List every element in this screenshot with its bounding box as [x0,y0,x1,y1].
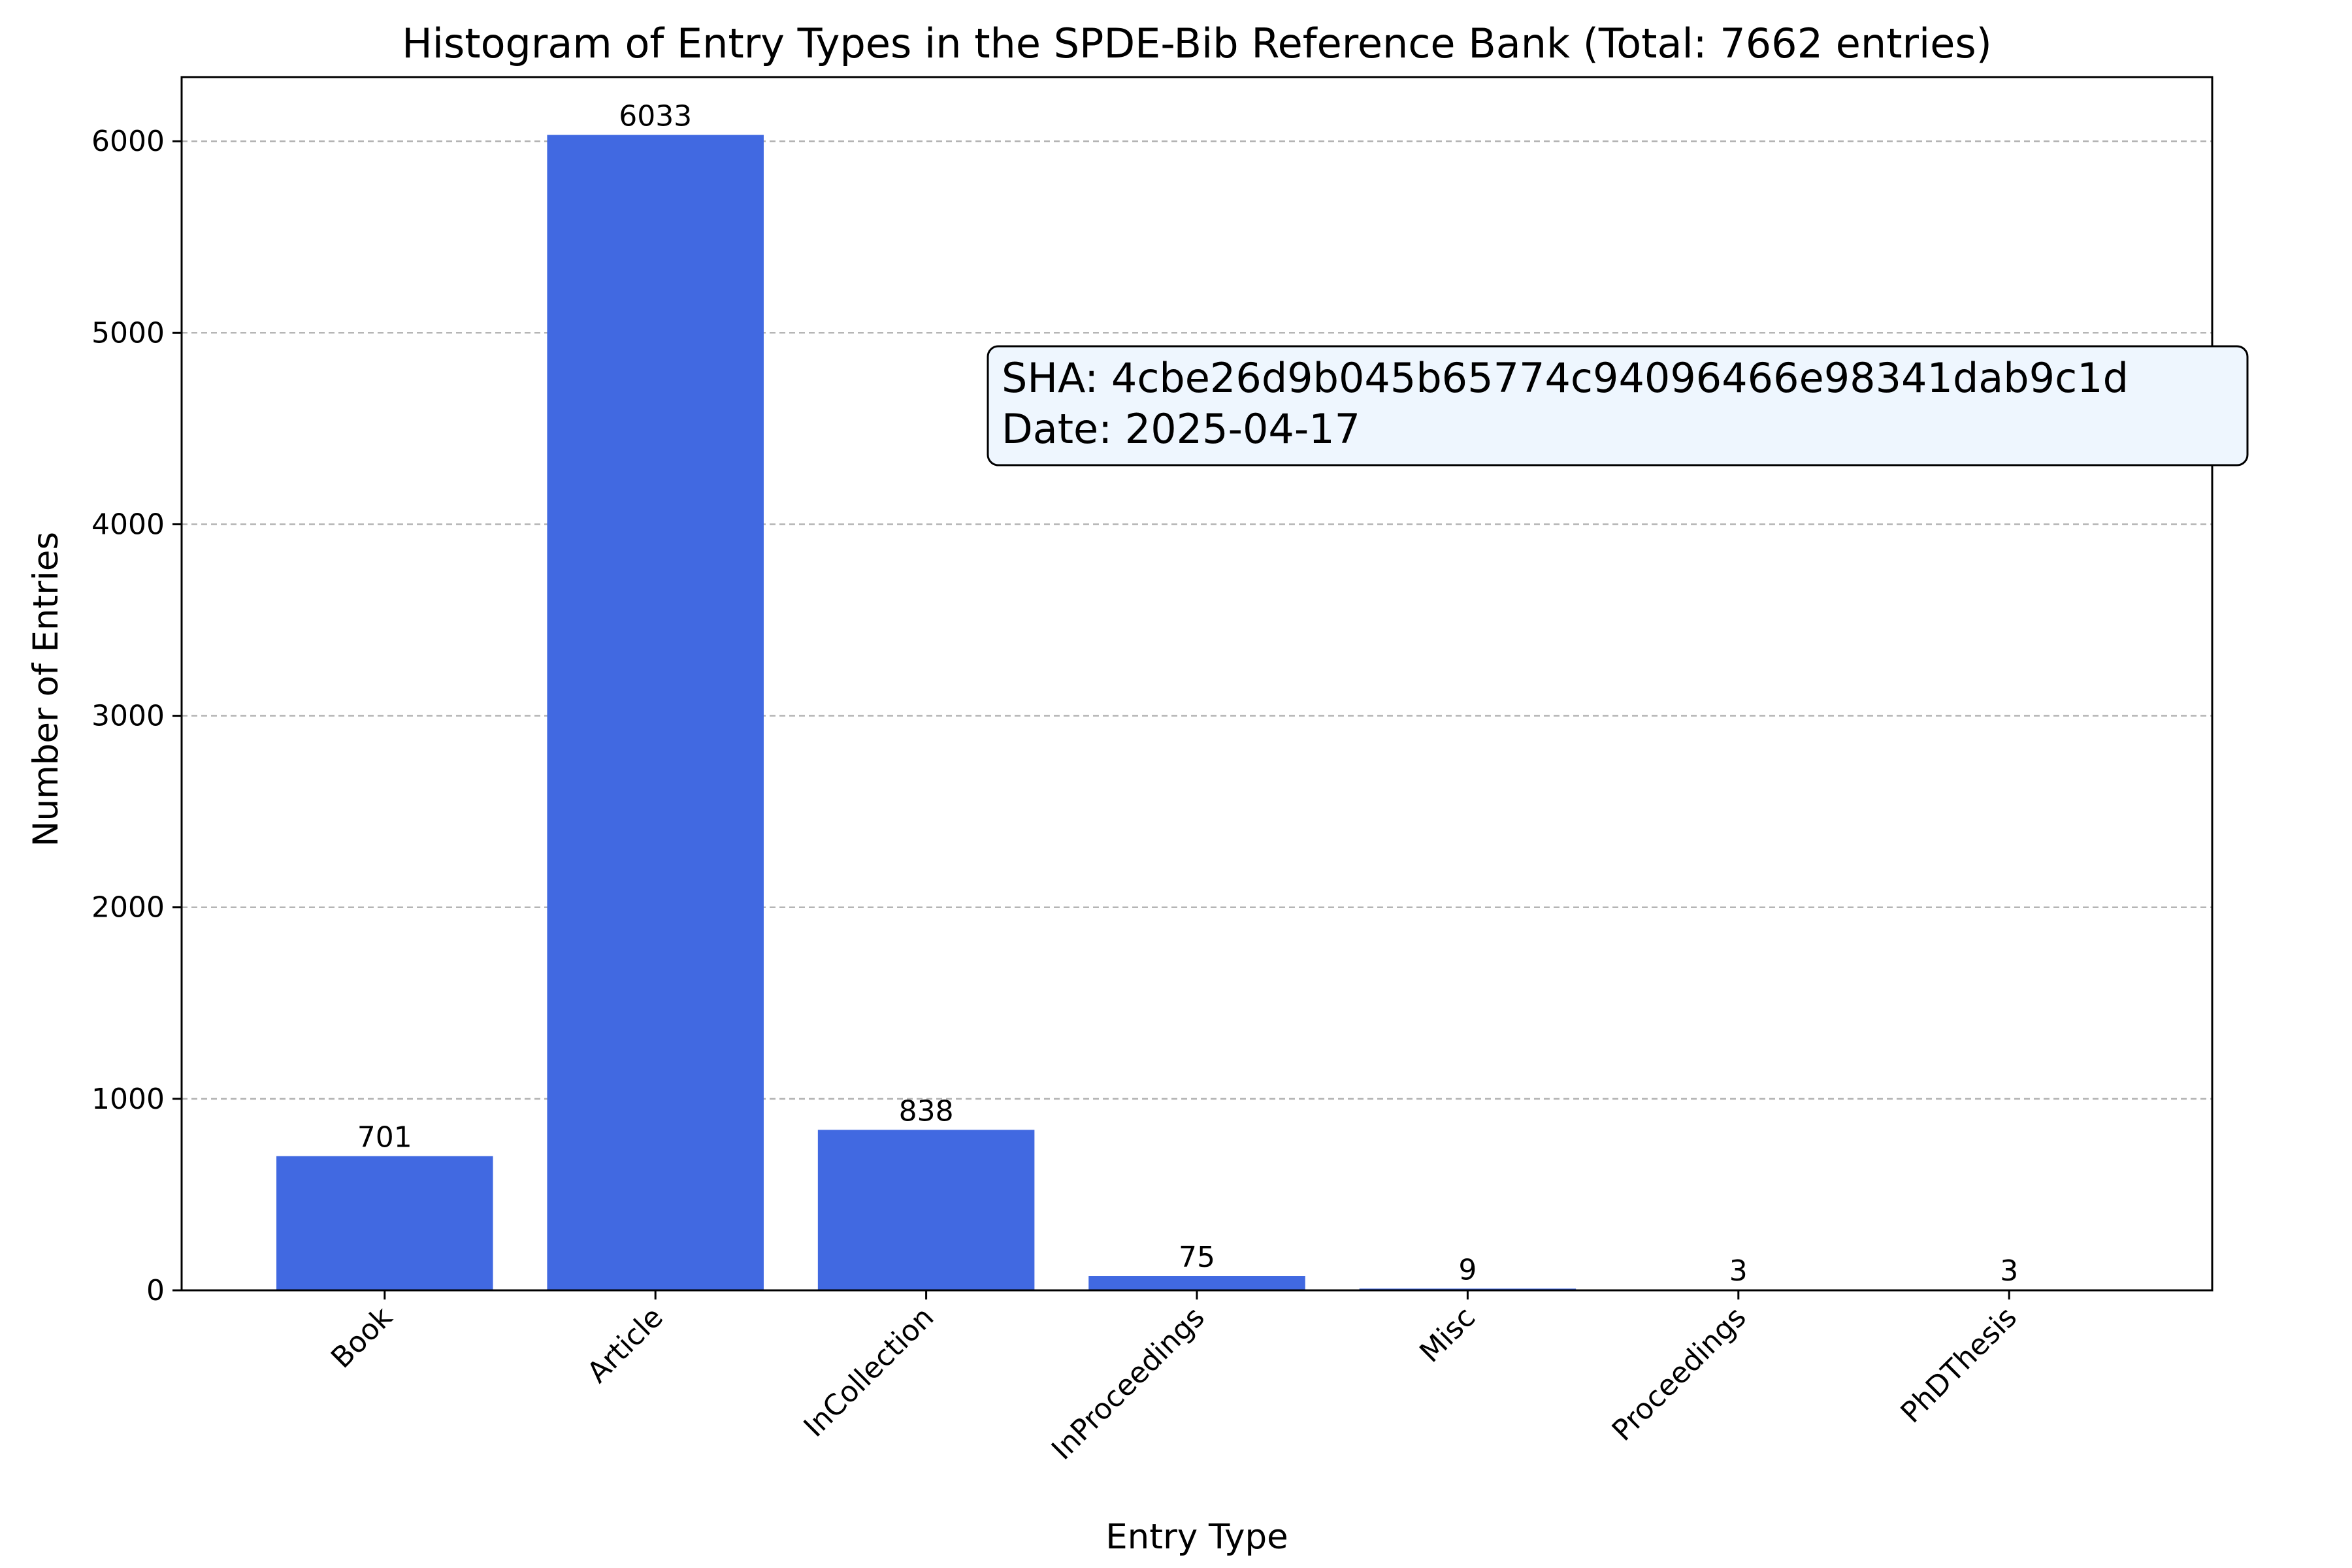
y-tick-label: 3000 [91,700,165,733]
bar-value-labels: 701 6033 838 75 9 3 3 [357,100,2018,1288]
bar-book [276,1156,493,1290]
gridlines [182,140,2212,1100]
y-tick-label: 4000 [91,508,165,541]
y-tick-label: 6000 [91,125,165,158]
info-annotation-background [987,345,2249,466]
bar-value-label: 9 [1458,1253,1477,1286]
bars [276,135,2117,1291]
y-axis-label: Number of Entries [26,532,66,847]
x-axis-label: Entry Type [1105,1517,1288,1557]
y-axis-ticks: 0 1000 2000 3000 4000 5000 6000 [91,125,182,1307]
y-tick-label: 0 [146,1274,165,1307]
bar-value-label: 6033 [619,100,692,133]
annotation-sha-line: SHA: 4cbe26d9b045b65774c94096466e98341da… [1002,354,2129,402]
bar-article [547,135,764,1291]
bar-value-label: 838 [899,1094,954,1128]
y-tick-label: 2000 [91,891,165,924]
bar-value-label: 3 [1729,1254,1748,1288]
annotation-date-line: Date: 2025-04-17 [1002,405,1360,453]
bar-inproceedings [1088,1276,1305,1290]
bar-value-label: 75 [1179,1241,1215,1274]
bar-value-label: 701 [357,1121,412,1154]
y-tick-label: 5000 [91,316,165,350]
bar-value-label: 3 [2000,1254,2018,1288]
bar-incollection [817,1130,1035,1290]
info-annotation-box: SHA: 4cbe26d9b045b65774c94096466e98341da… [987,345,2249,466]
chart-title: Histogram of Entry Types in the SPDE-Bib… [402,20,1992,67]
y-tick-label: 1000 [91,1083,165,1116]
